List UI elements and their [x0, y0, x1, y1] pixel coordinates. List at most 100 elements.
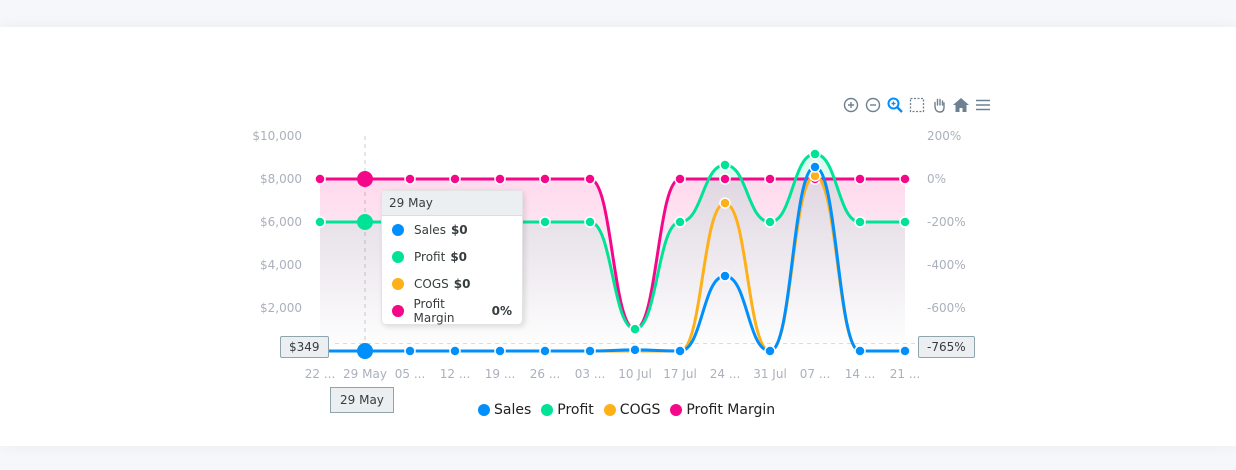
tooltip-row-profit: Profit $0	[382, 243, 522, 270]
tooltip-marker	[392, 304, 404, 317]
legend-marker	[541, 404, 554, 416]
pan-icon[interactable]	[930, 96, 948, 114]
data-point-profit	[899, 216, 911, 228]
legend-marker	[670, 404, 683, 416]
y-left-tick-label: $4,000	[260, 258, 302, 272]
data-point-profit	[809, 148, 821, 160]
tooltip-title: 29 May	[382, 191, 522, 216]
tooltip-marker	[392, 250, 404, 263]
x-tick-label: 12 ...	[440, 367, 471, 381]
data-point-profit-margin	[314, 173, 326, 185]
x-tick-label: 10 Jul	[618, 367, 652, 381]
y-right-tick-label: -600%	[927, 301, 966, 315]
data-point-profit-margin	[584, 173, 596, 185]
data-point-profit	[314, 216, 326, 228]
legend-item-cogs[interactable]: COGS	[603, 402, 661, 418]
chart-legend: Sales Profit COGS Profit Margin	[478, 402, 775, 418]
data-point-profit	[674, 216, 686, 228]
legend-label: Profit	[557, 402, 594, 418]
crosshair-right-value: -765%	[918, 336, 975, 358]
legend-label: Sales	[494, 402, 532, 418]
y-right-tick-label: -400%	[927, 258, 966, 272]
data-point-sales	[899, 345, 911, 357]
data-point-sales	[494, 345, 506, 357]
tooltip-marker	[392, 277, 404, 290]
x-tick-label: 03 ...	[575, 367, 606, 381]
legend-item-sales[interactable]: Sales	[478, 402, 531, 418]
y-right-tick-label: -200%	[927, 215, 966, 229]
tooltip-value: 0%	[491, 303, 512, 318]
data-point-profit-margin	[539, 173, 551, 185]
y-left-tick-label: $2,000	[260, 301, 302, 315]
data-point-sales	[449, 345, 461, 357]
data-point-sales	[674, 345, 686, 357]
crosshair-x-label: 29 May	[330, 387, 394, 413]
tooltip-label: COGS	[414, 276, 449, 291]
legend-marker	[603, 404, 616, 416]
tooltip-value: $0	[450, 222, 468, 237]
data-point-cogs	[719, 197, 731, 209]
x-tick-label: 19 ...	[485, 367, 516, 381]
y-left-tick-label: $10,000	[252, 129, 302, 143]
data-point-sales	[809, 161, 821, 173]
x-tick-label: 31 Jul	[753, 367, 787, 381]
chart-card	[0, 27, 1236, 446]
chart-toolbar	[842, 96, 992, 114]
data-point-profit	[854, 216, 866, 228]
x-tick-label: 21 ...	[890, 367, 921, 381]
data-point-profit	[539, 216, 551, 228]
y-left-tick-label: $6,000	[260, 215, 302, 229]
tooltip-value: $0	[450, 249, 468, 264]
tooltip-marker	[392, 223, 404, 236]
data-point-profit	[357, 214, 373, 230]
tooltip-row-profit-margin: Profit Margin 0%	[382, 296, 522, 325]
data-point-profit-margin	[494, 173, 506, 185]
tooltip-label: Profit Margin	[413, 296, 455, 325]
data-point-profit	[584, 216, 596, 228]
data-point-profit-margin	[899, 173, 911, 185]
x-tick-label: 05 ...	[395, 367, 426, 381]
data-point-sales	[404, 345, 416, 357]
x-tick-label: 14 ...	[845, 367, 876, 381]
tooltip-row-sales: Sales $0	[382, 216, 522, 243]
data-point-sales	[539, 345, 551, 357]
y-left-tick-label: $8,000	[260, 172, 302, 186]
series-line-sales	[319, 165, 905, 353]
selection-icon[interactable]	[908, 96, 926, 114]
data-point-sales	[629, 344, 641, 356]
legend-marker	[478, 404, 490, 416]
data-point-sales	[764, 345, 776, 357]
selection-zoom-icon[interactable]	[886, 96, 904, 114]
data-point-sales	[854, 345, 866, 357]
legend-label: Profit Margin	[686, 402, 776, 418]
data-point-profit	[629, 323, 641, 335]
x-tick-label: 26 ...	[530, 367, 561, 381]
series-line-profit-margin	[320, 177, 905, 331]
data-point-sales	[584, 345, 596, 357]
data-point-profit	[719, 159, 731, 171]
crosshair-left-value: $349	[280, 336, 329, 358]
zoom-in-icon[interactable]	[842, 96, 860, 114]
data-point-profit-margin	[674, 173, 686, 185]
y-right-tick-label: 0%	[927, 172, 946, 186]
data-point-profit-margin	[719, 173, 731, 185]
data-point-sales	[357, 343, 373, 359]
menu-icon[interactable]	[974, 96, 992, 114]
home-icon[interactable]	[952, 96, 970, 114]
data-point-profit-margin	[357, 171, 373, 187]
x-tick-label: 22 ...	[305, 367, 336, 381]
data-point-profit-margin	[854, 173, 866, 185]
x-tick-label: 24 ...	[710, 367, 741, 381]
legend-item-profit-margin[interactable]: Profit Margin	[670, 402, 775, 418]
data-point-profit-margin	[404, 173, 416, 185]
tooltip-row-cogs: COGS $0	[382, 270, 522, 297]
tooltip-label: Profit	[414, 249, 446, 264]
legend-label: COGS	[619, 402, 661, 418]
zoom-out-icon[interactable]	[864, 96, 882, 114]
tooltip: 29 May Sales $0 Profit $0 COGS $0 Profit Ma…	[381, 190, 523, 325]
y-right-tick-label: 200%	[927, 129, 961, 143]
tooltip-label: Sales	[414, 222, 446, 237]
data-point-profit-margin	[449, 173, 461, 185]
legend-item-profit[interactable]: Profit	[541, 402, 594, 418]
